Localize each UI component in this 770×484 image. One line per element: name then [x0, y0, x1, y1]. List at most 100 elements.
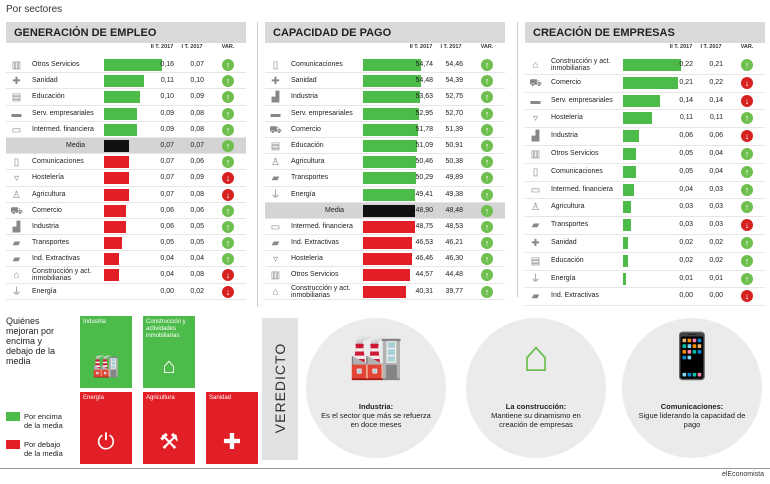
page-title: Por sectores: [6, 4, 63, 15]
arrow-up-icon: ↑: [222, 237, 234, 250]
data-row: ⌂ Construcción y act. inmobiliarias 0,22 0,…: [525, 57, 765, 75]
value-previous: 0,08: [190, 271, 204, 279]
panel-title: CAPACIDAD DE PAGO: [265, 22, 505, 43]
panel-title: CREACIÓN DE EMPRESAS: [525, 22, 765, 43]
value-current: 48,90: [415, 206, 433, 214]
value-current: 0,16: [160, 61, 174, 68]
tile-label: Energía: [83, 395, 105, 401]
bar: [104, 237, 123, 250]
value-current: 0,11: [679, 114, 693, 122]
bar: [363, 139, 418, 152]
value-current: 0,07: [160, 158, 174, 166]
tile-label: Agricultura: [146, 395, 175, 401]
data-row: ✚ Sanidad 0,11 0,10 ↑: [6, 73, 246, 90]
value-previous: 0,03: [709, 185, 723, 193]
value-previous: 46,30: [445, 255, 463, 263]
column-headers: II T. 2017 I T. 2017 VAR.: [265, 43, 505, 57]
bar: [363, 269, 411, 282]
data-row: ▯ Comunicaciones 0,07 0,06 ↑: [6, 154, 246, 171]
value-current: 0,11: [160, 77, 174, 85]
row-label: Construcción y act. inmobiliarias: [32, 268, 92, 283]
buildings-icon: ▥: [530, 148, 541, 160]
cross-icon: ✚: [12, 76, 21, 88]
house-icon: ⌂: [532, 60, 539, 71]
value-current: 0,04: [160, 255, 174, 263]
data-row: ▟ Industria 0,06 0,05 ↑: [6, 219, 246, 236]
bar: [363, 91, 420, 104]
tile-label: Construcción y actividades inmobiliarias: [146, 319, 186, 339]
value-previous: 49,89: [445, 174, 463, 182]
arrow-up-icon: ↑: [222, 156, 234, 169]
value-previous: 44,48: [445, 271, 463, 279]
value-previous: 0,03: [709, 203, 723, 211]
data-row: ▥ Otros Servicios 0,16 0,07 ↑: [6, 57, 246, 74]
row-label: Media: [66, 141, 86, 149]
data-row: ⌂ Construcción y act. inmobiliarias 40,31 3…: [265, 284, 505, 300]
row-label: Hostelería: [291, 255, 323, 263]
data-row: ▰ Ind. Extractivas 46,53 46,21 ↑: [265, 235, 505, 252]
school-icon: ▤: [270, 140, 281, 152]
bar: [623, 76, 679, 89]
arrow-up-icon: ↑: [741, 59, 753, 71]
arrow-up-icon: ↑: [481, 188, 493, 201]
row-label: Industria: [551, 132, 578, 140]
data-row: ⌂ Construcción y act. inmobiliarias 0,04 0,…: [6, 267, 246, 284]
verdict-label: VEREDICTO: [272, 342, 288, 434]
value-previous: 52,70: [445, 109, 463, 117]
row-label: Otros Servicios: [32, 61, 80, 68]
value-previous: 0,08: [190, 109, 204, 117]
plug-icon: ⏚: [270, 189, 281, 201]
data-row: ♙ Agricultura 0,03 0,03 ↑: [525, 199, 765, 218]
value-previous: 0,00: [709, 292, 723, 300]
value-current: 0,00: [679, 292, 693, 300]
data-row: ▬ Serv. empresariales 52,95 52,70 ↑: [265, 106, 505, 122]
value-previous: 0,03: [709, 221, 723, 229]
legend-swatch-above: [6, 412, 20, 421]
row-label: Energía: [291, 190, 316, 198]
plug-icon: ⏚: [530, 273, 541, 285]
briefcase-icon: ▬: [270, 108, 281, 120]
verdict-title: La construcción:: [505, 402, 567, 411]
row-label: Ind. Extractivas: [551, 292, 599, 300]
bar: [363, 253, 413, 266]
value-current: 46,46: [415, 255, 433, 263]
value-current: 51,09: [415, 141, 433, 149]
money-icon: ▭: [270, 221, 281, 233]
data-row: ▰ Transportes 50,29 49,89 ↑: [265, 170, 505, 187]
bar: [104, 91, 141, 104]
value-current: 54,48: [415, 77, 433, 85]
data-row: ▟ Industria 0,06 0,06 ↓: [525, 128, 765, 146]
value-current: 0,07: [160, 141, 174, 149]
bar: [623, 112, 652, 125]
data-row: ▭ Intermed. financiera 0,09 0,08 ↑: [6, 122, 246, 138]
bar: [623, 147, 637, 160]
value-current: 0,06: [160, 206, 174, 214]
bar: [104, 59, 162, 71]
data-row: ⏚ Energía 0,00 0,02 ↓: [6, 284, 246, 300]
value-current: 0,01: [679, 274, 693, 282]
data-row: ⏚ Energía 49,41 49,38 ↑: [265, 187, 505, 203]
truck-icon: ▰: [12, 238, 21, 250]
tile-label: Industria: [83, 319, 107, 325]
arrow-up-icon: ↑: [481, 172, 493, 185]
bar: [623, 201, 631, 214]
house-icon: ⌂: [272, 286, 279, 298]
data-row: ▰ Ind. Extractivas 0,00 0,00 ↓: [525, 288, 765, 307]
row-label: Educación: [291, 141, 324, 149]
truck-icon: ▰: [531, 220, 540, 232]
summary-title: Quiénes mejoran por encima y debajo de l…: [6, 316, 56, 366]
bar: [363, 172, 417, 185]
legend-below: Por debajo de la media: [6, 440, 70, 458]
value-previous: 0,01: [709, 274, 723, 282]
data-row: ▰ Transportes 0,05 0,05 ↑: [6, 235, 246, 252]
arrow-up-icon: ↑: [222, 107, 234, 120]
value-current: 40,31: [415, 287, 433, 295]
row-label: Intermed. financiera: [551, 185, 613, 193]
data-row: ▤ Educación 0,02 0,02 ↑: [525, 253, 765, 271]
verdict-industria: 🏭 Industria: Es el sector que más se refu…: [306, 318, 446, 458]
arrow-up-icon: ↑: [222, 123, 234, 136]
arrow-up-icon: ↑: [741, 201, 753, 214]
arrow-up-icon: ↑: [481, 156, 493, 169]
value-previous: 39,77: [445, 287, 463, 295]
data-row: ✚ Sanidad 0,02 0,02 ↑: [525, 235, 765, 253]
